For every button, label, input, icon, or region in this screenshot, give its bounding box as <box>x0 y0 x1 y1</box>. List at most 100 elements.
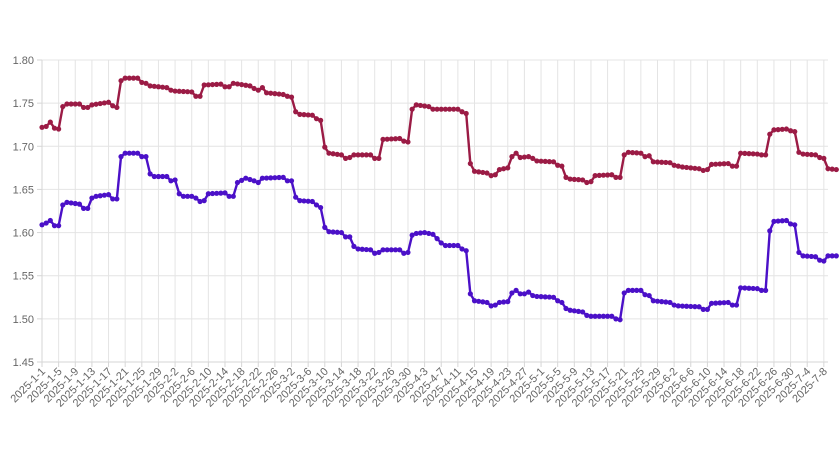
data-point[interactable] <box>625 149 631 155</box>
data-point[interactable] <box>455 242 461 249</box>
data-point[interactable] <box>638 150 644 156</box>
data-point[interactable] <box>93 193 99 199</box>
data-point[interactable] <box>438 106 444 112</box>
data-point[interactable] <box>613 174 619 180</box>
data-point[interactable] <box>505 165 511 171</box>
data-point[interactable] <box>817 154 823 161</box>
data-point[interactable] <box>767 228 773 234</box>
data-point[interactable] <box>367 152 374 158</box>
data-point[interactable] <box>313 116 320 122</box>
data-point[interactable] <box>642 154 648 160</box>
data-point[interactable] <box>555 298 561 304</box>
data-point[interactable] <box>222 84 228 90</box>
data-point[interactable] <box>733 302 740 308</box>
data-point[interactable] <box>392 247 399 253</box>
data-point[interactable] <box>538 294 544 300</box>
data-point[interactable] <box>829 166 835 172</box>
data-point[interactable] <box>43 220 49 226</box>
data-point[interactable] <box>243 175 249 181</box>
data-point[interactable] <box>754 286 760 292</box>
data-point[interactable] <box>646 292 652 299</box>
data-point[interactable] <box>401 138 407 144</box>
data-point[interactable] <box>451 106 457 112</box>
data-point[interactable] <box>309 112 315 118</box>
data-point[interactable] <box>214 190 220 196</box>
data-point[interactable] <box>239 81 245 88</box>
data-point[interactable] <box>534 158 540 164</box>
data-point[interactable] <box>463 110 469 117</box>
data-point[interactable] <box>708 161 715 168</box>
data-point[interactable] <box>201 82 207 88</box>
data-point[interactable] <box>397 247 403 253</box>
data-point[interactable] <box>322 224 328 230</box>
data-point[interactable] <box>629 287 636 293</box>
data-point[interactable] <box>130 150 137 156</box>
data-point[interactable] <box>64 101 70 107</box>
data-point[interactable] <box>625 287 631 293</box>
data-point[interactable] <box>114 104 120 111</box>
data-point[interactable] <box>654 298 661 304</box>
data-point[interactable] <box>575 308 582 314</box>
data-point[interactable] <box>309 198 315 205</box>
data-point[interactable] <box>255 179 261 186</box>
data-point[interactable] <box>72 200 78 207</box>
data-point[interactable] <box>85 205 91 212</box>
data-point[interactable] <box>72 101 78 107</box>
data-point[interactable] <box>234 179 241 186</box>
data-point[interactable] <box>488 173 494 179</box>
data-point[interactable] <box>663 159 669 166</box>
data-point[interactable] <box>688 165 694 171</box>
data-point[interactable] <box>584 312 590 319</box>
data-point[interactable] <box>85 104 91 111</box>
data-point[interactable] <box>180 193 186 199</box>
data-point[interactable] <box>833 166 839 173</box>
data-point[interactable] <box>347 234 353 240</box>
data-point[interactable] <box>588 313 594 319</box>
data-point[interactable] <box>505 299 511 305</box>
data-point[interactable] <box>342 155 349 161</box>
data-point[interactable] <box>293 194 299 200</box>
data-point[interactable] <box>729 163 735 169</box>
data-point[interactable] <box>305 198 311 204</box>
data-point[interactable] <box>446 106 453 112</box>
data-point[interactable] <box>546 159 552 165</box>
data-point[interactable] <box>214 81 220 87</box>
data-point[interactable] <box>550 159 557 165</box>
data-point[interactable] <box>467 160 473 167</box>
data-point[interactable] <box>771 218 777 224</box>
data-point[interactable] <box>60 103 66 110</box>
data-point[interactable] <box>392 136 399 142</box>
data-point[interactable] <box>276 91 282 97</box>
data-point[interactable] <box>318 117 324 123</box>
data-point[interactable] <box>659 159 665 165</box>
data-point[interactable] <box>476 169 482 175</box>
data-point[interactable] <box>60 202 66 208</box>
data-point[interactable] <box>139 154 145 160</box>
data-point[interactable] <box>700 167 706 174</box>
data-point[interactable] <box>89 195 95 201</box>
data-point[interactable] <box>384 136 390 142</box>
data-point[interactable] <box>422 229 428 236</box>
data-point[interactable] <box>372 155 378 161</box>
data-point[interactable] <box>758 287 765 293</box>
data-point[interactable] <box>746 151 752 157</box>
data-point[interactable] <box>51 125 58 131</box>
data-point[interactable] <box>775 127 781 133</box>
data-point[interactable] <box>135 150 141 156</box>
data-point[interactable] <box>767 131 773 137</box>
data-point[interactable] <box>305 112 311 118</box>
data-point[interactable] <box>218 81 224 87</box>
data-point[interactable] <box>509 154 515 160</box>
data-point[interactable] <box>542 294 548 300</box>
data-point[interactable] <box>596 313 602 319</box>
data-point[interactable] <box>563 305 569 312</box>
data-point[interactable] <box>176 191 182 197</box>
data-point[interactable] <box>110 196 116 202</box>
data-point[interactable] <box>559 163 565 169</box>
data-point[interactable] <box>604 172 611 178</box>
data-point[interactable] <box>763 152 769 158</box>
data-point[interactable] <box>205 191 211 197</box>
data-point[interactable] <box>725 299 731 306</box>
data-point[interactable] <box>476 298 482 304</box>
data-point[interactable] <box>172 177 178 183</box>
